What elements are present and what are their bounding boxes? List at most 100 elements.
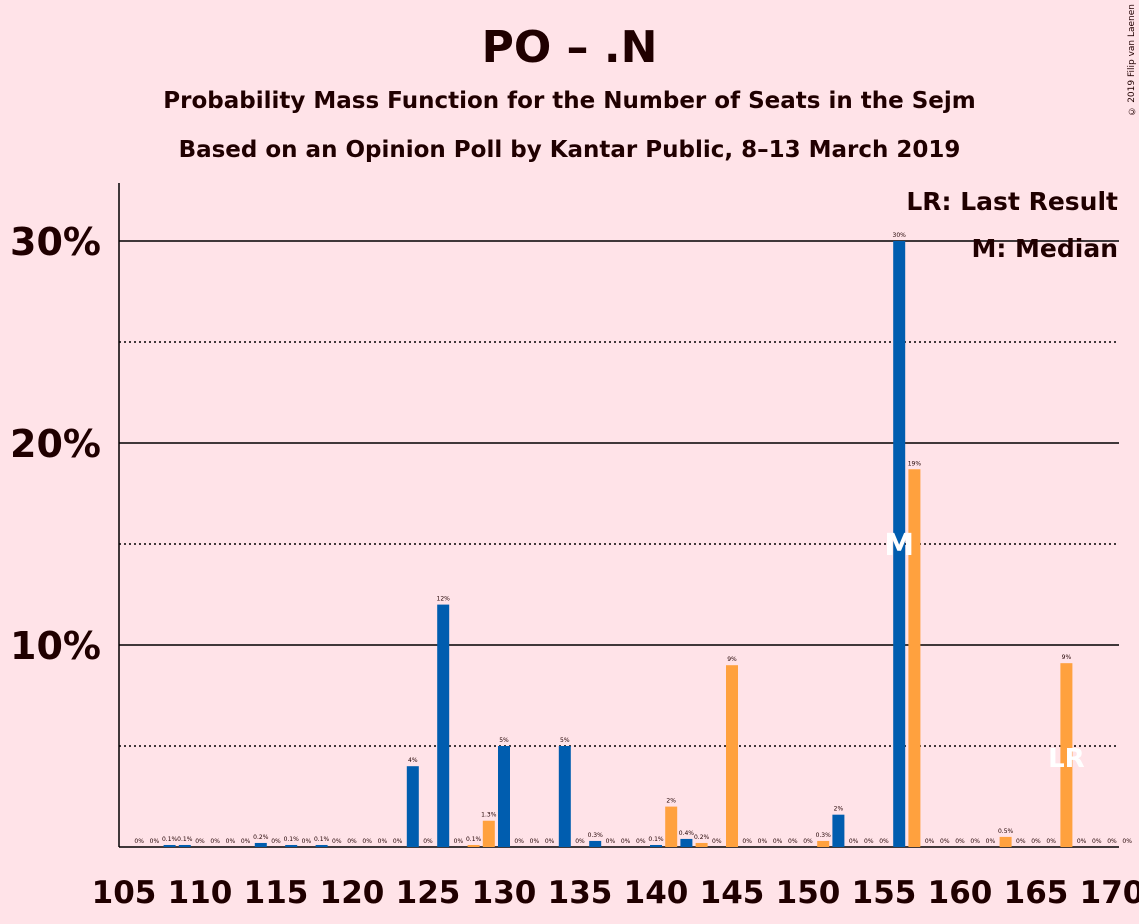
bar [406, 766, 419, 847]
bar-value-label: 0% [773, 838, 783, 845]
bar-value-label: 0.1% [162, 836, 178, 843]
bar-value-label: 0% [742, 838, 752, 845]
bar-value-label: 0% [940, 838, 950, 845]
bar-value-label: 0% [226, 838, 236, 845]
bar [817, 840, 830, 847]
bar-value-label: 30% [893, 232, 907, 239]
bar-value-label: 0% [788, 838, 798, 845]
bar [482, 820, 495, 847]
bar-value-label: 0% [606, 838, 616, 845]
bar [178, 844, 191, 847]
bar-value-label: 0% [514, 838, 524, 845]
bar-value-label: 0% [1077, 838, 1087, 845]
bar-value-label: 0.1% [284, 836, 300, 843]
x-tick-label: 125 [396, 875, 461, 911]
bar-value-label: 0% [530, 838, 540, 845]
bar [832, 814, 845, 847]
x-tick-label: 145 [700, 875, 765, 911]
bar-value-label: 0% [925, 838, 935, 845]
bar-value-label: 0% [864, 838, 874, 845]
bar [558, 746, 571, 847]
y-tick-label: 10% [10, 624, 101, 668]
bar [665, 806, 678, 847]
bar [893, 241, 906, 847]
x-tick-label: 155 [852, 875, 917, 911]
bar-value-label: 0% [150, 838, 160, 845]
bar-value-label: 0% [879, 838, 889, 845]
bar-value-label: 0% [1046, 838, 1056, 845]
bar-value-label: 19% [908, 460, 922, 467]
bar-value-label: 0% [332, 838, 342, 845]
bar-value-label: 0% [423, 838, 433, 845]
bar-value-label: 0% [849, 838, 859, 845]
bar-value-label: 0% [1122, 838, 1132, 845]
bar-value-label: 0% [636, 838, 646, 845]
bar-value-label: 0% [1031, 838, 1041, 845]
bar [163, 844, 176, 847]
bar-value-label: 1.3% [481, 812, 497, 819]
bar-value-label: 0% [955, 838, 965, 845]
x-tick-label: 130 [472, 875, 537, 911]
bar-value-label: 0% [302, 838, 312, 845]
bar-value-label: 0% [575, 838, 585, 845]
legend-last-result: LR: Last Result [906, 187, 1118, 216]
bar-value-label: 5% [560, 737, 570, 744]
bar-value-label: 12% [437, 596, 451, 603]
bar-value-label: 4% [408, 757, 418, 764]
legend-median: M: Median [971, 234, 1118, 263]
bar-value-label: 0% [803, 838, 813, 845]
bar-value-label: 0.1% [466, 836, 482, 843]
bar [1060, 663, 1073, 847]
bar-value-label: 0.3% [588, 832, 604, 839]
median-marker: M [884, 528, 914, 563]
chart-subtitle-1: Probability Mass Function for the Number… [163, 88, 976, 114]
bar-value-label: 0.1% [648, 836, 664, 843]
bar [999, 836, 1012, 847]
x-tick-label: 135 [548, 875, 613, 911]
bar-value-label: 0% [758, 838, 768, 845]
bar [498, 746, 510, 847]
y-tick-label: 30% [10, 220, 101, 264]
bar-value-label: 0% [271, 838, 281, 845]
bar [908, 469, 921, 847]
bar-value-label: 0.4% [679, 830, 695, 837]
bar-value-label: 9% [727, 656, 737, 663]
bar-value-label: 0% [970, 838, 980, 845]
bar [315, 844, 328, 847]
bar-value-label: 2% [666, 798, 676, 805]
bar-value-label: 0.2% [694, 834, 710, 841]
bar-value-label: 0% [986, 838, 996, 845]
bar [437, 604, 450, 847]
x-tick-label: 150 [776, 875, 841, 911]
bar [726, 665, 738, 847]
bar-value-label: 0% [378, 838, 388, 845]
bar-value-label: 0% [210, 838, 220, 845]
bar-value-label: 2% [834, 806, 844, 813]
bar-value-label: 0.2% [253, 834, 269, 841]
y-tick-label: 20% [10, 422, 101, 466]
bar-value-label: 0% [362, 838, 372, 845]
last-result-marker: LR [1048, 744, 1085, 774]
x-tick-label: 160 [928, 875, 993, 911]
bar-value-label: 0.5% [998, 828, 1014, 835]
bar-value-label: 0.1% [314, 836, 330, 843]
bar-value-label: 0% [393, 838, 403, 845]
bar-value-label: 0.3% [816, 832, 832, 839]
bar [680, 838, 693, 847]
bar [589, 840, 602, 847]
bar-value-label: 0% [1107, 838, 1117, 845]
x-tick-label: 165 [1004, 875, 1069, 911]
bar [695, 842, 708, 847]
x-tick-label: 115 [244, 875, 309, 911]
bar-value-label: 0% [1016, 838, 1026, 845]
bar-value-label: 0% [712, 838, 722, 845]
x-tick-label: 120 [320, 875, 385, 911]
x-tick-label: 110 [168, 875, 233, 911]
bar-value-label: 0% [621, 838, 631, 845]
bar-value-label: 0% [454, 838, 464, 845]
x-tick-label: 140 [624, 875, 689, 911]
bar-value-label: 0% [195, 838, 205, 845]
bar-value-label: 0% [545, 838, 555, 845]
bar [467, 844, 480, 847]
